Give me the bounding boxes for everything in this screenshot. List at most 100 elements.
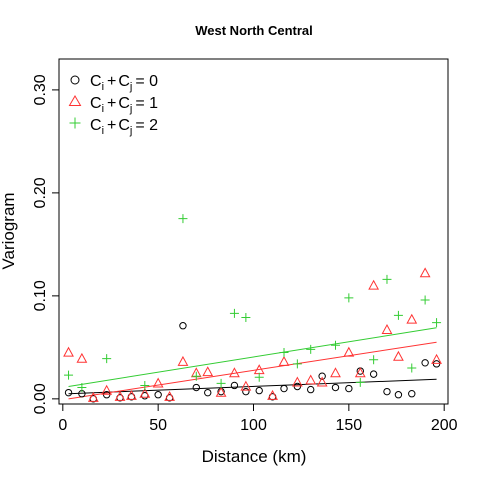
point-s2-9 <box>254 372 264 382</box>
fit-line-1 <box>68 341 437 400</box>
point-s0-19 <box>307 385 315 394</box>
point-s2-10 <box>279 348 289 358</box>
point-s1-19 <box>305 374 317 385</box>
x-axis-label: Distance (km) <box>202 447 307 466</box>
point-s2-2 <box>102 354 112 364</box>
point-s2-7 <box>229 308 239 318</box>
point-s2-21 <box>432 318 442 328</box>
point-s1-12 <box>215 386 227 397</box>
point-s2-5 <box>191 371 201 381</box>
legend-label-1: Ci + Cj = 1 <box>90 95 158 115</box>
point-s0-0 <box>64 388 73 397</box>
point-s0-3 <box>102 391 111 399</box>
fit-line-2 <box>68 327 437 387</box>
point-s2-11 <box>292 359 302 369</box>
point-s0-21 <box>331 383 340 392</box>
y-tick-label-1: 0.10 <box>32 280 49 311</box>
point-s1-20 <box>316 376 328 387</box>
point-s0-17 <box>280 384 288 393</box>
point-s1-1 <box>76 352 88 363</box>
point-s2-20 <box>420 295 430 305</box>
point-s2-15 <box>355 377 365 387</box>
point-s1-13 <box>229 367 240 378</box>
point-s1-27 <box>406 313 418 324</box>
x-axis: 0 50 100 150 200 <box>58 403 458 434</box>
point-s0-27 <box>408 390 416 398</box>
point-s2-0 <box>64 370 74 380</box>
fit-lines <box>68 327 437 400</box>
point-s0-11 <box>204 388 212 397</box>
point-s1-29 <box>431 353 442 364</box>
point-s1-2 <box>87 391 99 402</box>
fit-line-0 <box>68 378 437 395</box>
point-s2-8 <box>241 312 251 322</box>
point-s1-6 <box>139 387 151 398</box>
point-s0-7 <box>154 391 162 399</box>
x-tick-label-1: 50 <box>149 417 167 434</box>
data-points <box>63 214 442 403</box>
chart-title: West North Central <box>195 23 313 38</box>
point-s1-18 <box>291 376 303 387</box>
point-s1-24 <box>368 279 380 290</box>
point-s2-1 <box>77 383 87 393</box>
point-s1-26 <box>393 350 404 361</box>
point-s0-9 <box>179 322 187 330</box>
point-s1-0 <box>63 346 74 357</box>
point-s0-20 <box>318 372 326 380</box>
point-s1-28 <box>419 267 431 278</box>
point-s0-25 <box>383 387 391 396</box>
point-s1-9 <box>177 355 189 366</box>
point-s2-14 <box>344 293 354 303</box>
y-tick-label-2: 0.20 <box>32 177 49 208</box>
legend-marker-1 <box>68 95 82 106</box>
point-s0-15 <box>255 386 263 395</box>
point-s2-12 <box>306 344 316 354</box>
point-s1-4 <box>114 390 126 401</box>
legend: Ci + Cj = 0 Ci + Cj = 1 Ci + Cj = 2 <box>68 73 158 137</box>
x-tick-label-2: 100 <box>240 417 267 434</box>
point-s1-22 <box>343 346 355 357</box>
point-s2-13 <box>330 340 340 350</box>
point-s1-16 <box>267 389 278 400</box>
point-s1-8 <box>164 390 175 401</box>
point-s2-17 <box>382 274 392 284</box>
legend-marker-0 <box>70 75 80 85</box>
point-s2-16 <box>369 355 379 365</box>
point-s1-25 <box>381 324 393 334</box>
point-s2-18 <box>393 310 403 320</box>
point-s0-14 <box>242 387 250 396</box>
point-s1-3 <box>101 384 113 395</box>
legend-marker-2 <box>69 117 81 129</box>
x-tick-label-0: 0 <box>58 417 67 434</box>
y-tick-label-0: 0.00 <box>32 383 49 414</box>
point-s2-3 <box>140 380 150 390</box>
point-s0-18 <box>293 382 302 391</box>
point-s2-4 <box>178 214 188 224</box>
y-tick-label-3: 0.30 <box>32 74 49 105</box>
point-s1-21 <box>330 367 341 378</box>
point-s0-28 <box>421 359 429 367</box>
y-axis-label: Variogram <box>0 192 18 269</box>
point-s0-24 <box>369 370 378 378</box>
plot-frame <box>58 58 449 405</box>
x-tick-label-4: 200 <box>431 417 458 434</box>
point-s1-7 <box>152 377 164 388</box>
point-s1-14 <box>240 380 252 391</box>
point-s1-11 <box>202 366 214 377</box>
legend-entry-1: Ci + Cj = 1 <box>68 95 158 115</box>
point-s1-17 <box>278 355 290 366</box>
y-axis: 0.00 0.10 0.20 0.30 <box>32 74 60 414</box>
point-s0-29 <box>432 360 441 368</box>
legend-label-0: Ci + Cj = 0 <box>90 73 158 93</box>
point-s2-19 <box>407 363 417 373</box>
point-s1-23 <box>354 367 366 378</box>
legend-label-2: Ci + Cj = 2 <box>90 117 158 137</box>
legend-entry-0: Ci + Cj = 0 <box>70 73 158 93</box>
point-s0-26 <box>394 391 403 399</box>
x-tick-label-3: 150 <box>335 417 362 434</box>
point-s0-10 <box>192 383 200 392</box>
point-s1-5 <box>126 389 137 400</box>
point-s2-6 <box>216 378 226 388</box>
point-s0-13 <box>230 381 239 390</box>
